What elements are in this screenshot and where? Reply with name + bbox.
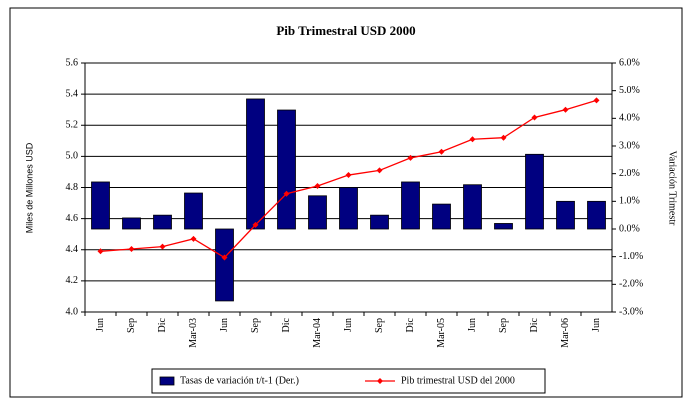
x-tick-label: Mar-03 [188, 318, 199, 348]
bar [587, 200, 606, 230]
y2-tick-label: -2.0% [619, 279, 643, 290]
y-tick-label: 4.8 [66, 182, 79, 193]
bar [153, 214, 172, 230]
bar [308, 195, 327, 230]
x-tick-label: Dic [405, 317, 416, 332]
y-tick-label: 5.2 [66, 120, 79, 131]
bar [122, 217, 141, 230]
x-tick-label: Jun [95, 318, 106, 332]
x-tick-label: Dic [281, 317, 292, 332]
x-tick-label: Jun [467, 318, 478, 332]
bar [339, 187, 358, 230]
x-tick-label: Mar-06 [560, 318, 571, 348]
y2-tick-label: 1.0% [619, 196, 640, 207]
y2-tick-label: 6.0% [619, 57, 640, 68]
y-tick-label: 5.4 [66, 88, 79, 99]
marker [221, 254, 228, 261]
marker [500, 134, 507, 141]
marker [97, 248, 104, 255]
legend-label: Pib trimestral USD del 2000 [401, 375, 515, 386]
marker [314, 182, 321, 189]
x-tick-label: Jun [591, 318, 602, 332]
marker [128, 245, 135, 252]
bar [401, 181, 420, 230]
y2-axis-label: Variación Trimestr [667, 151, 678, 226]
marker [190, 235, 197, 242]
y2-tick-label: 4.0% [619, 113, 640, 124]
legend-swatch [159, 376, 175, 386]
y-tick-label: 4.0 [66, 306, 79, 317]
marker [376, 167, 383, 174]
x-tick-label: Jun [219, 318, 230, 332]
bar [463, 184, 482, 230]
marker [469, 136, 476, 143]
bar [91, 181, 110, 230]
marker [407, 154, 414, 161]
bar [525, 153, 544, 230]
y-tick-label: 5.6 [66, 57, 79, 68]
x-tick-label: Mar-04 [312, 318, 323, 348]
marker [252, 221, 259, 228]
bar [184, 192, 203, 230]
marker [593, 97, 600, 104]
y-tick-label: 4.2 [66, 275, 79, 286]
bar [432, 203, 451, 230]
bar [556, 200, 575, 230]
y2-tick-label: 0.0% [619, 223, 640, 234]
y-tick-label: 4.6 [66, 213, 79, 224]
y2-tick-label: 5.0% [619, 85, 640, 96]
x-tick-label: Sep [250, 318, 261, 333]
marker [438, 148, 445, 155]
bar [494, 223, 513, 230]
legend-marker [377, 378, 383, 384]
x-tick-label: Sep [498, 318, 509, 333]
y-tick-label: 4.4 [66, 244, 79, 255]
marker [159, 243, 166, 250]
y-axis-label: Miles de Millones USD [24, 142, 34, 233]
x-tick-label: Mar-05 [436, 318, 447, 348]
marker [562, 106, 569, 113]
x-tick-label: Dic [157, 317, 168, 332]
y-tick-label: 5.0 [66, 151, 79, 162]
bar [215, 228, 234, 302]
legend [151, 368, 546, 394]
chart-title: Pib Trimestral USD 2000 [276, 23, 415, 38]
marker [531, 114, 538, 121]
y2-tick-label: -1.0% [619, 251, 643, 262]
bar [277, 109, 296, 230]
bar [246, 98, 265, 230]
marker [283, 190, 290, 197]
x-tick-label: Sep [374, 318, 385, 333]
bar [370, 214, 389, 230]
x-tick-label: Sep [126, 318, 137, 333]
legend-label: Tasas de variación t/t-1 (Der.) [180, 375, 299, 386]
y2-tick-label: -3.0% [619, 306, 643, 317]
y2-tick-label: 2.0% [619, 168, 640, 179]
x-tick-label: Dic [529, 317, 540, 332]
y2-tick-label: 3.0% [619, 140, 640, 151]
x-tick-label: Jun [343, 318, 354, 332]
marker [345, 172, 352, 179]
